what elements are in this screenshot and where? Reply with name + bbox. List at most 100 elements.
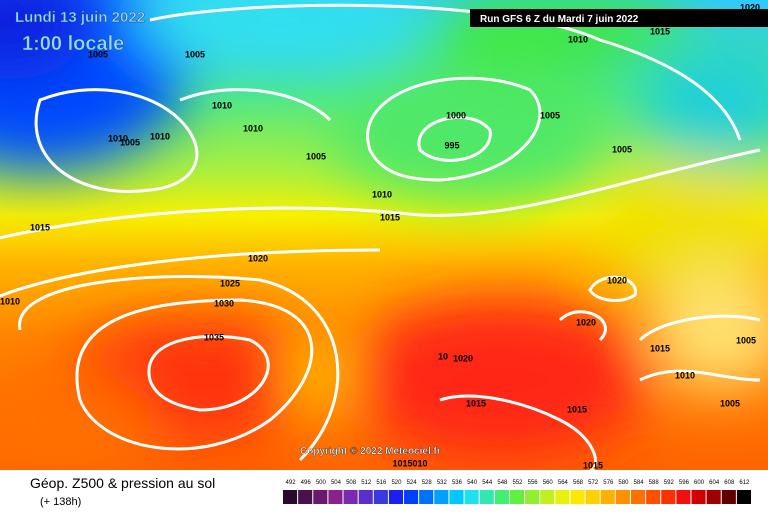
legend-swatch [313,490,328,504]
legend-label: 576 [603,480,614,486]
legend-label: 520 [391,480,402,486]
legend-swatch [585,490,600,504]
isobar-label: 1015 [30,222,50,232]
footer-title: Géop. Z500 & pression au sol [30,475,215,491]
isobar-label: 995 [444,140,459,150]
legend-label: 600 [694,480,705,486]
legend-swatch [419,490,434,504]
legend-swatch [328,490,343,504]
isobar-labels: 1020101510101005100510101010101010101005… [0,2,760,470]
field [0,0,768,470]
isobar-label: 1020 [248,253,268,263]
legend-label: 544 [482,480,493,486]
legend-label: 580 [618,480,629,486]
legend-swatch [298,490,313,504]
isobar-label: 1020 [576,317,596,327]
legend-label: 612 [739,480,750,486]
legend-label: 584 [634,480,645,486]
legend-swatch [661,490,676,504]
isobar-label: 1010 [675,370,695,380]
legend-label: 592 [664,480,675,486]
legend-swatch [434,490,449,504]
isobar-label: 1015010 [392,458,427,468]
legend-label: 524 [407,480,418,486]
isobar-label: 1010 [212,100,232,110]
legend-swatch [343,490,358,504]
isobar-label: 1005 [185,49,205,59]
legend-label: 560 [543,480,554,486]
isobar-label: 1005 [88,49,108,59]
legend-swatch [449,490,464,504]
legend: 492 496 500 504 508 512 516 520 524 528 532 536 540 5… [283,480,751,504]
isobar-label: 1015 [466,398,486,408]
isobar-label: 1030 [214,298,234,308]
run-banner [470,9,768,27]
isobar-label: 1015 [650,26,670,36]
legend-swatch [494,490,509,504]
legend-label: 532 [437,480,448,486]
isobar-label: 1020 [453,353,473,363]
run: Run GFS 6 Z du Mardi 7 juin 2022 [480,14,639,25]
isobar-label: 1005 [612,144,632,154]
legend-label: 492 [286,480,297,486]
legend-swatch [388,490,404,504]
legend-swatch [691,490,706,504]
legend-label: 512 [361,480,372,486]
legend-label: 596 [679,480,690,486]
copyright: Copyright © 2022 Meteociel.fr [300,446,441,457]
legend-label: 548 [497,480,508,486]
legend-swatch [283,490,298,504]
legend-label: 604 [709,480,720,486]
isobar-label: 1005 [120,137,140,147]
legend-label: 508 [346,480,357,486]
legend-swatch [676,490,691,504]
isobar-label: 1010 [108,133,128,143]
legend-label: 556 [528,480,539,486]
legend-swatch [373,490,388,504]
isobar-label: 10 [438,351,448,361]
legend-swatch [509,490,525,504]
legend-swatch [600,490,615,504]
isobar-label: 1010 [150,131,170,141]
isobar-label: 1010 [568,34,588,44]
isobar-label: 1020 [740,2,760,12]
isobar-label: 1000 [446,110,466,120]
legend-swatch [570,490,585,504]
legend-label: 500 [316,480,327,486]
legend-swatch [464,490,479,504]
legend-label: 564 [558,480,569,486]
time: 1:00 locale [22,33,124,55]
footer-subtitle: (+ 138h) [40,496,81,508]
legend-swatch [646,490,661,504]
legend-label: 496 [301,480,312,486]
legend-label: 552 [512,480,523,486]
legend-swatch [721,490,736,504]
legend-swatch [479,490,494,504]
legend-label: 572 [588,480,599,486]
isobar-label: 1035 [204,332,224,342]
legend-label: 608 [724,480,735,486]
legend-label: 536 [452,480,463,486]
isobar-label: 1005 [736,335,756,345]
date: Lundi 13 juin 2022 [15,9,145,26]
legend-swatch [555,490,570,504]
isobar-label: 1005 [720,398,740,408]
legend-swatch [706,490,721,504]
isobar-label: 1015 [567,404,587,414]
legend-label: 516 [376,480,387,486]
isobar-label: 1015 [650,343,670,353]
legend-swatch [358,490,373,504]
isobar-label: 1015 [380,212,400,222]
isobar-label: 1005 [306,151,326,161]
legend-swatch [630,490,646,504]
legend-swatch [540,490,555,504]
legend-label: 568 [573,480,584,486]
legend-label: 504 [331,480,342,486]
isobar-label: 1025 [220,278,240,288]
legend-swatch [615,490,630,504]
isobar-label: 1010 [372,189,392,199]
legend-swatch [404,490,419,504]
legend-swatch [525,490,540,504]
